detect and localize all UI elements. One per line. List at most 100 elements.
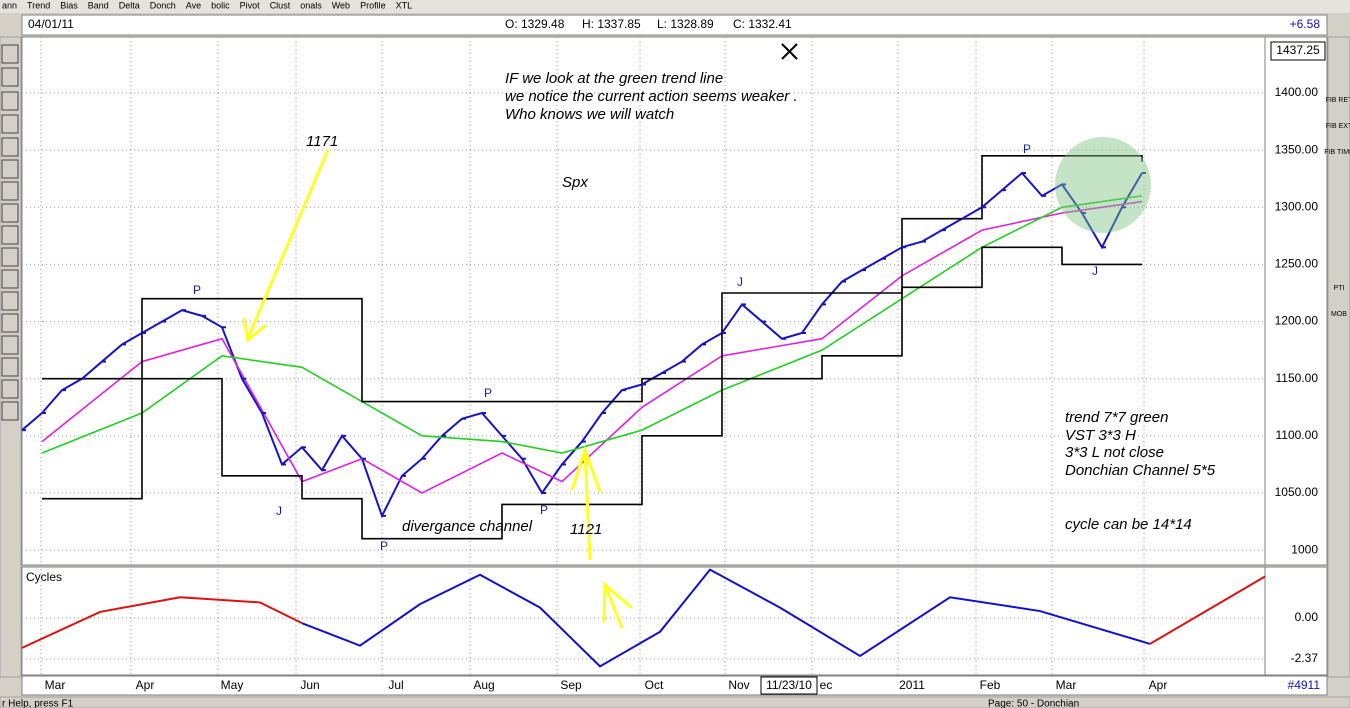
right-toolbar[interactable] (1327, 36, 1350, 678)
toolbar-button[interactable]: ann (2, 0, 17, 10)
x-tick-label: Mar (1056, 678, 1077, 692)
y-tick-label: 1100.00 (1276, 428, 1319, 442)
y-tick-label: 1050.00 (1275, 485, 1319, 499)
y-tick-label: 1250.00 (1275, 257, 1319, 271)
level-label: 1121 (570, 521, 602, 538)
x-tick-label: Apr (1149, 678, 1168, 692)
x-tick-label: May (221, 678, 244, 692)
price-axis (1264, 36, 1328, 566)
grid: 1000 1050.00 1100.00 1150.00 1200.00 1250.00 1… (22, 37, 1318, 692)
pivot-label: P (380, 539, 388, 553)
note: IF we look at the green trend line (505, 70, 723, 87)
toolbar-button[interactable]: XTL (396, 0, 413, 10)
legend-note: Donchian Channel 5*5 (1065, 462, 1216, 479)
level-label: 1171 (306, 133, 338, 150)
x-tick-label: Nov (728, 678, 749, 692)
toolbar-button[interactable]: Clust (270, 0, 291, 10)
toolbar (0, 0, 1350, 13)
status-bar (0, 696, 1350, 708)
last-price-box (1270, 41, 1326, 61)
x-tick-label: Sep (560, 678, 582, 692)
pivot-label: P (484, 386, 492, 400)
x-tick-label: Oct (645, 678, 664, 692)
status-help: r Help, press F1 (2, 699, 74, 708)
time-axis (21, 675, 1328, 696)
x-tick-label: Mar (45, 678, 66, 692)
channel-label: divergance channel (402, 518, 533, 535)
y-tick-label: -2.37 (1291, 651, 1319, 665)
change: +6.58 (1290, 17, 1321, 31)
y-tick-label: 1200.00 (1275, 314, 1319, 328)
tool-button: FIB RET (1326, 97, 1350, 104)
series-line (21, 596, 303, 649)
legend-note: 3*3 L not close (1065, 444, 1164, 461)
legend-note: trend 7*7 green (1065, 409, 1168, 426)
pivot-label: P (540, 503, 548, 517)
series-line (42, 155, 1143, 403)
toolbar-button[interactable]: onals (300, 0, 322, 10)
cycle-note: cycle can be 14*14 (1065, 516, 1192, 533)
price-panel (21, 36, 1266, 566)
cycle-axis (1264, 566, 1328, 676)
high: H: 1337.85 (582, 17, 641, 31)
x-tick-label: Jun (300, 678, 319, 692)
x-tick-label: 2011 (899, 678, 925, 692)
pivot-label: P (1023, 142, 1031, 156)
toolbar-button[interactable]: Web (332, 0, 350, 10)
close-mark (781, 43, 798, 60)
y-tick-label: 1400.00 (1275, 85, 1319, 99)
series-line (1149, 575, 1266, 645)
legend-note: VST 3*3 H (1065, 427, 1136, 444)
plot (21, 155, 1266, 668)
cursor-date: 11/23/10 (766, 678, 812, 692)
pivot-label: P (193, 283, 201, 297)
pivot-label: J (276, 504, 282, 518)
toolbar-button[interactable]: Band (88, 0, 109, 10)
x-tick-label: Feb (980, 678, 1001, 692)
y-tick-label: 1350.00 (1275, 142, 1319, 156)
y-tick-label: 0.00 (1295, 610, 1319, 624)
toolbar-button[interactable]: Bias (60, 0, 78, 10)
date: 04/01/11 (28, 17, 74, 31)
highlight-circle (1055, 137, 1151, 233)
cycles-title: Cycles (26, 570, 62, 584)
pivot-label: J (737, 275, 743, 289)
series-line (42, 246, 1142, 540)
pivot-label: J (1092, 264, 1098, 278)
x-tick-label: Jul (388, 678, 403, 692)
low: L: 1328.89 (657, 17, 714, 31)
bar-count: #4911 (1288, 678, 1321, 692)
tool-button: FIB TIME (1324, 149, 1350, 156)
toolbar-button[interactable]: Donch (150, 0, 176, 10)
left-toolbar[interactable] (0, 36, 22, 678)
series-line (41, 200, 1143, 494)
header-bar (21, 14, 1328, 36)
status-page: Page: 50 - Donchian (988, 699, 1079, 708)
toolbar-button[interactable]: Pivot (240, 0, 261, 10)
symbol-label: Spx (562, 174, 588, 191)
tool-button: MOB (1331, 311, 1347, 318)
toolbar-buttons: ann Trend Bias Band Delta Donch Ave bolic Pivot C… (2, 0, 412, 10)
y-tick-label: 1000 (1291, 542, 1318, 556)
toolbar-button[interactable]: Trend (27, 0, 50, 10)
y-tick-label: 1150.00 (1276, 371, 1319, 385)
note: we notice the current action seems weake… (505, 88, 798, 105)
yellow-arrows (242, 149, 633, 629)
toolbar-button[interactable]: Profile (360, 0, 386, 10)
series-line (41, 195, 1143, 454)
y-tick-label: 1300.00 (1275, 199, 1319, 213)
right-tools: FIB RET FIB EXT FIB TIME PTI MOB (1324, 97, 1350, 318)
x-tick-label: Aug (473, 678, 494, 692)
note: Who knows we will watch (505, 106, 674, 123)
last-price: 1437.25 (1276, 43, 1320, 57)
series-line (301, 568, 1151, 668)
toolbar-button[interactable]: Ave (186, 0, 201, 10)
toolbar-button[interactable]: bolic (211, 0, 230, 10)
open: O: 1329.48 (505, 17, 565, 31)
x-tick-label: Apr (136, 678, 155, 692)
toolbar-button[interactable]: Delta (119, 0, 140, 10)
tool-button: PTI (1334, 285, 1345, 292)
left-icons (1, 44, 19, 421)
x-tick-label: ec (820, 678, 833, 692)
